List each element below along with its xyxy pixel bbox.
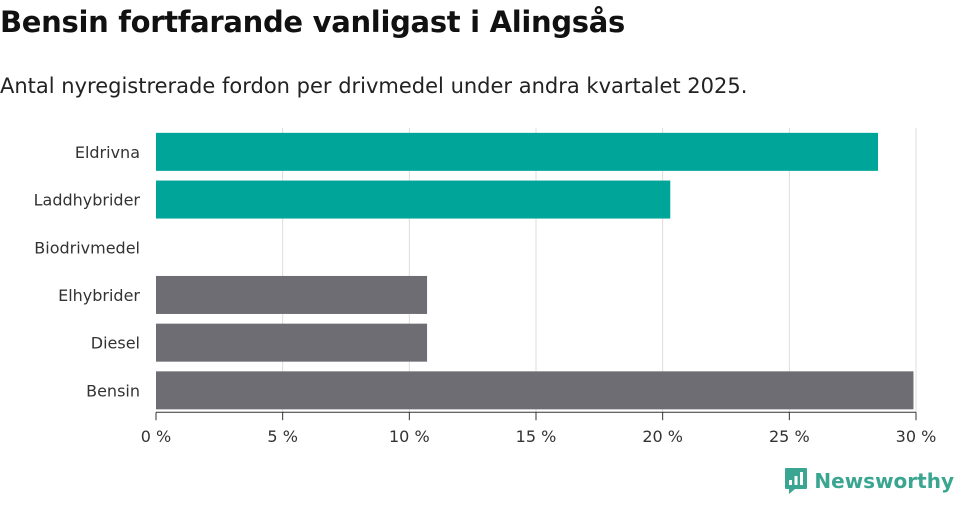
bar: [156, 323, 428, 362]
x-tick-label: 20 %: [642, 427, 683, 446]
category-label: Diesel: [91, 334, 140, 353]
category-label: Eldrivna: [75, 143, 140, 162]
x-tick-label: 10 %: [389, 427, 430, 446]
bar: [156, 275, 428, 314]
x-tick-label: 15 %: [516, 427, 557, 446]
brand-name: Newsworthy: [814, 469, 954, 493]
newsworthy-logo-icon: [785, 468, 808, 494]
category-label: Biodrivmedel: [34, 238, 140, 257]
category-label: Laddhybrider: [34, 191, 141, 210]
x-tick-label: 5 %: [267, 427, 297, 446]
chart-title: Bensin fortfarande vanligast i Alingsås: [0, 5, 625, 39]
x-tick-label: 25 %: [769, 427, 810, 446]
bar: [156, 132, 878, 171]
x-tick-label: 0 %: [141, 427, 171, 446]
category-label: Elhybrider: [58, 286, 140, 305]
bar: [156, 180, 671, 219]
bar: [156, 371, 914, 410]
category-label: Bensin: [86, 381, 140, 400]
newsworthy-brand: Newsworthy: [784, 467, 954, 495]
x-tick-label: 30 %: [896, 427, 937, 446]
chart-subtitle: Antal nyregistrerade fordon per drivmede…: [0, 74, 748, 98]
